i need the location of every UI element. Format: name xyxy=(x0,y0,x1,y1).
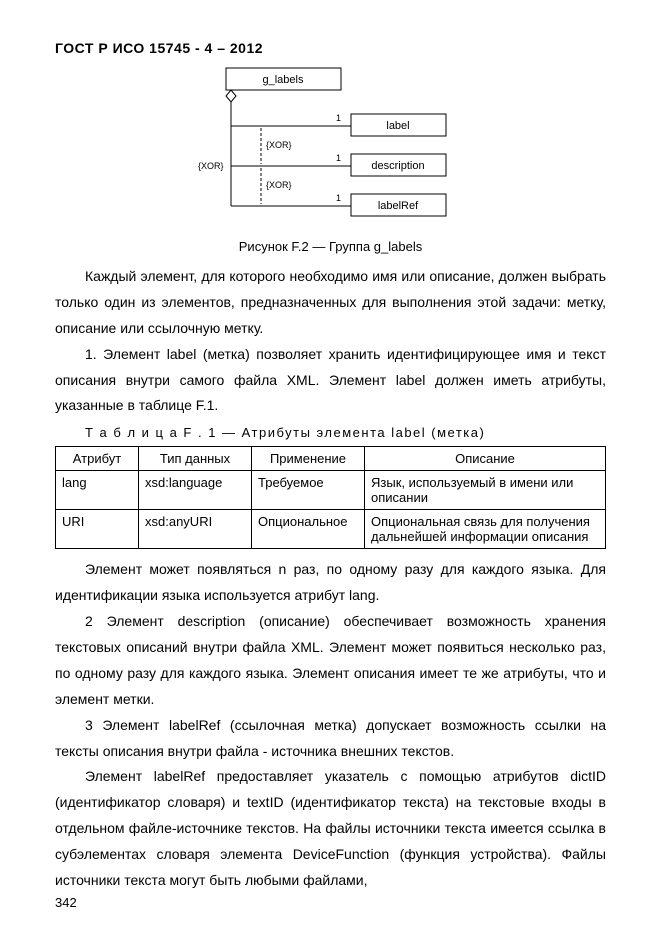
svg-text:label: label xyxy=(386,120,409,132)
table-header: Тип данных xyxy=(139,447,252,471)
svg-text:labelRef: labelRef xyxy=(377,200,418,212)
diagram-group-label: g_labels xyxy=(262,74,303,86)
svg-text:{XOR}: {XOR} xyxy=(198,161,224,171)
page-number: 342 xyxy=(55,895,77,910)
paragraph-5: 3 Элемент labelRef (ссылочная метка) доп… xyxy=(55,713,606,765)
paragraph-2: 1. Элемент label (метка) позволяет храни… xyxy=(55,342,606,420)
table-row: lang xsd:language Требуемое Язык, исполь… xyxy=(56,471,606,510)
attributes-table: Атрибут Тип данных Применение Описание l… xyxy=(55,446,606,549)
figure-caption: Рисунок F.2 — Группа g_labels xyxy=(55,239,606,254)
svg-text:{XOR}: {XOR} xyxy=(266,140,292,150)
paragraph-1: Каждый элемент, для которого необходимо … xyxy=(55,264,606,342)
table-row: URI xsd:anyURI Опциональное Опциональная… xyxy=(56,510,606,549)
table-header: Атрибут xyxy=(56,447,139,471)
table-header: Описание xyxy=(365,447,606,471)
svg-text:1: 1 xyxy=(335,193,340,203)
svg-text:description: description xyxy=(371,160,424,172)
table-header: Применение xyxy=(252,447,365,471)
uml-diagram: g_labels 1 label {XOR} 1 description {XO… xyxy=(196,66,466,231)
paragraph-3: Элемент может появляться n раз, по одном… xyxy=(55,557,606,609)
svg-text:{XOR}: {XOR} xyxy=(266,180,292,190)
svg-text:1: 1 xyxy=(335,153,340,163)
paragraph-6: Элемент labelRef предоставляет указатель… xyxy=(55,764,606,893)
svg-text:1: 1 xyxy=(335,113,340,123)
table-caption: Т а б л и ц а F . 1 — Атрибуты элемента … xyxy=(55,425,606,440)
document-header: ГОСТ Р ИСО 15745 - 4 – 2012 xyxy=(55,40,606,56)
paragraph-4: 2 Элемент description (описание) обеспеч… xyxy=(55,609,606,713)
